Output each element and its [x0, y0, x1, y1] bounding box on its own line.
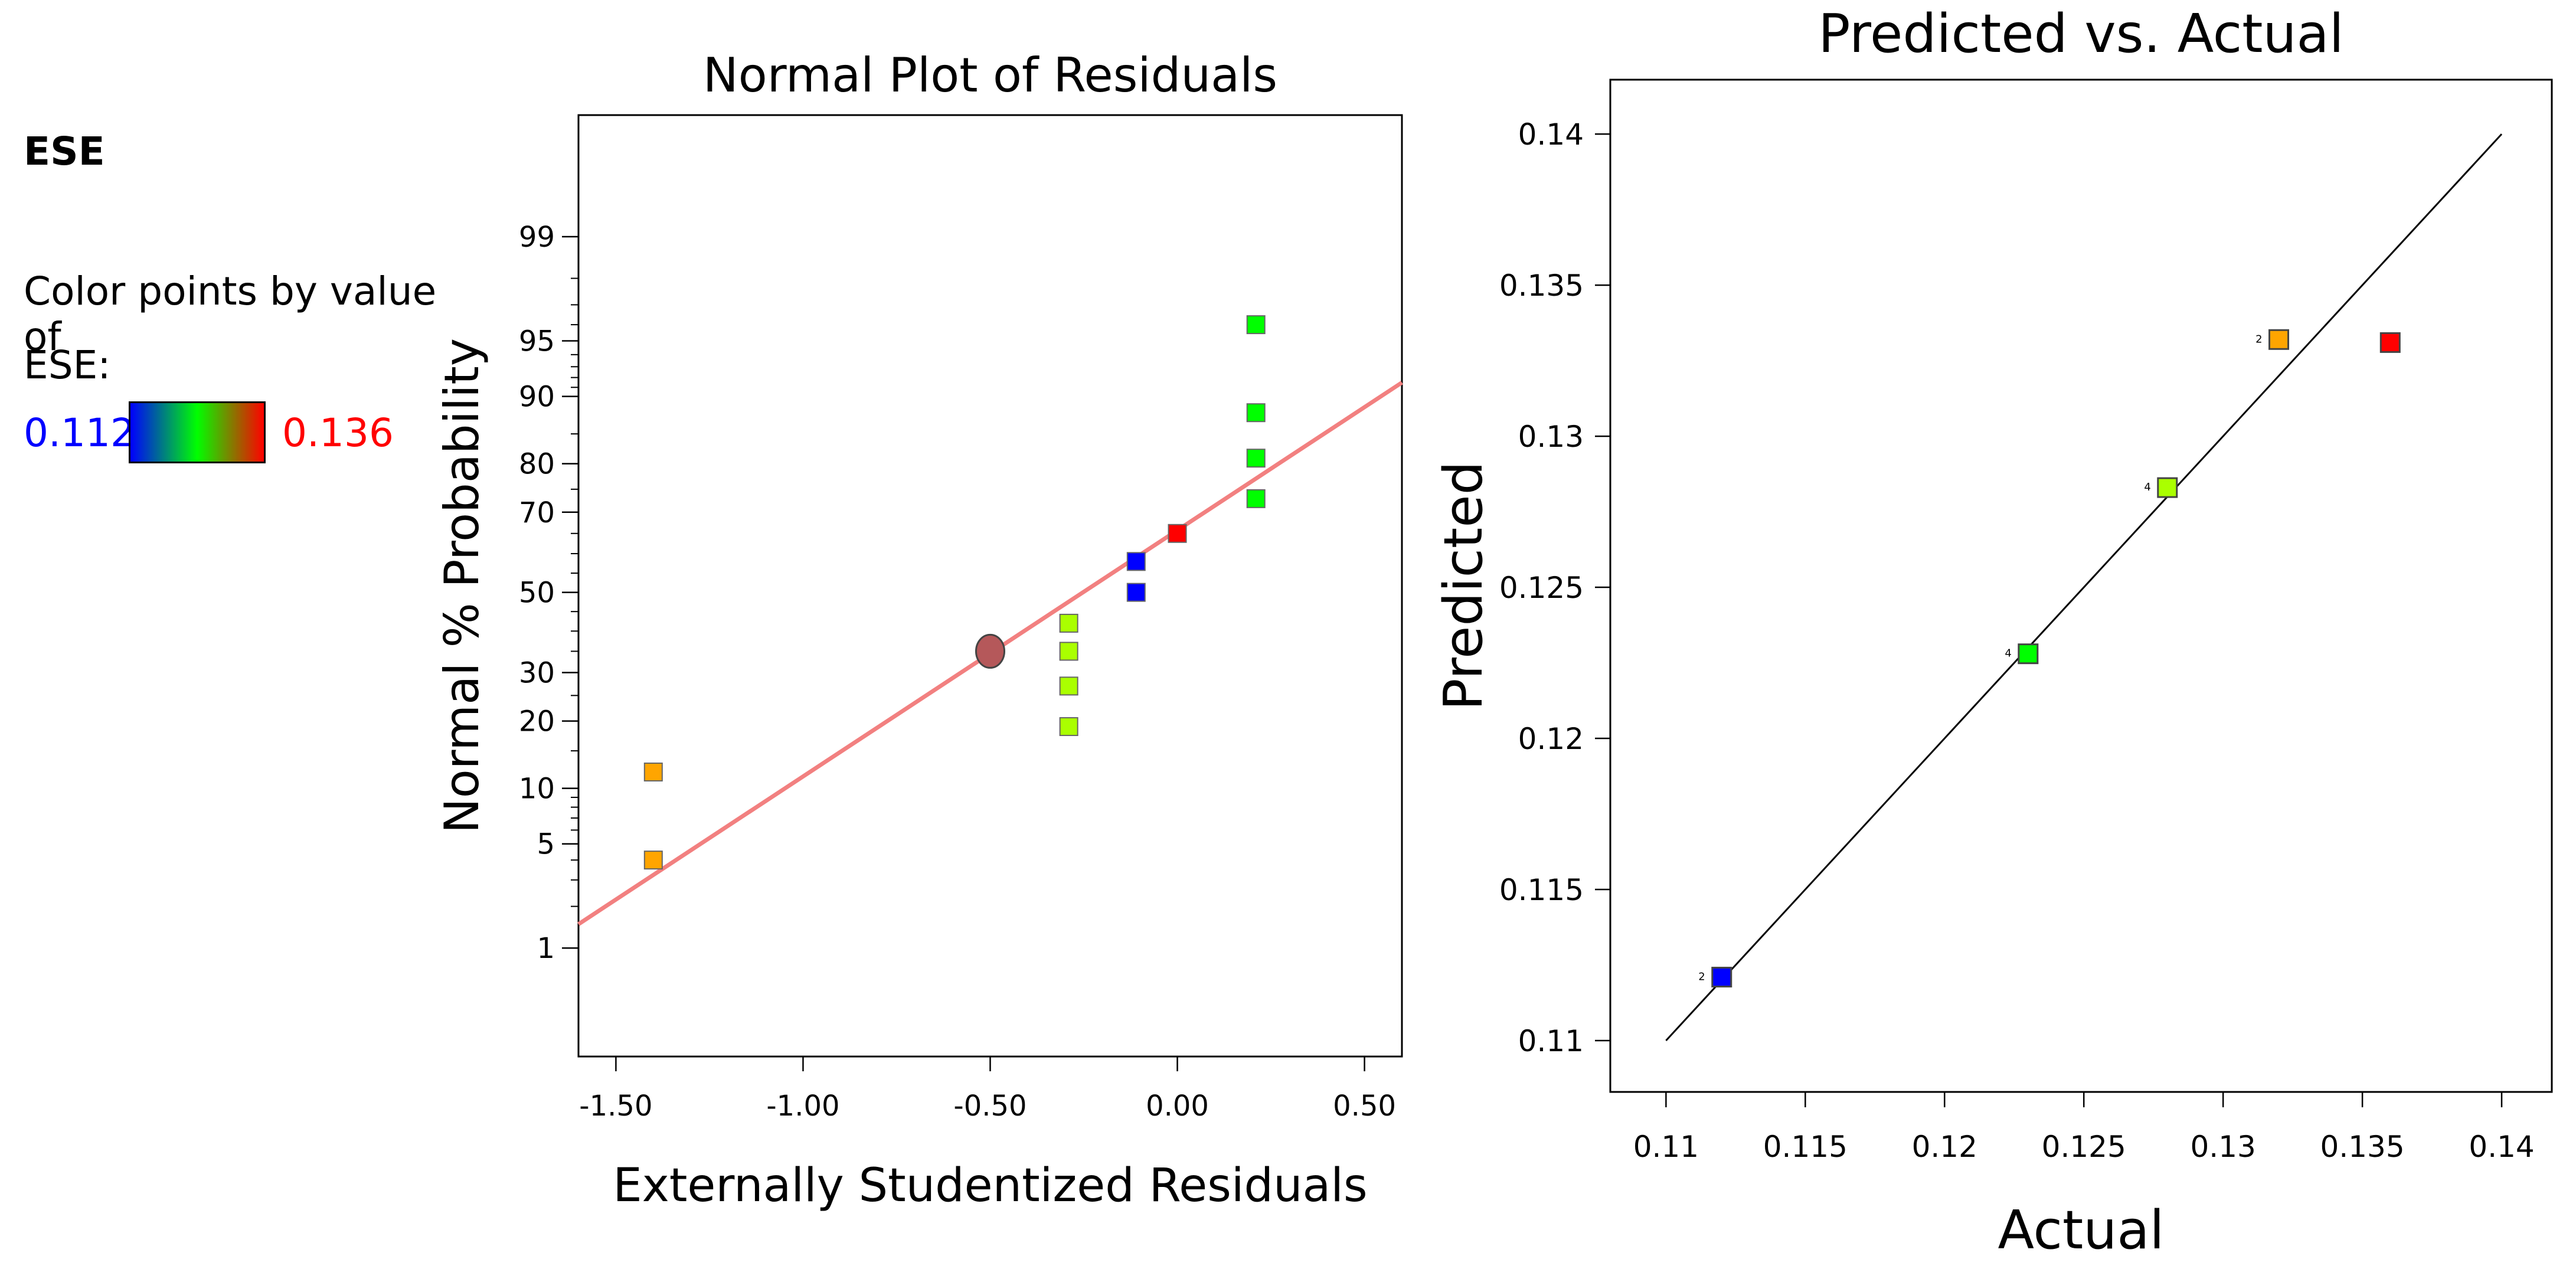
legend-caption-line1: Color points by value of: [24, 269, 437, 359]
chart1-data-point: [1059, 613, 1078, 633]
chart2-data-point: [2379, 332, 2401, 353]
chart2-point-count-label: 4: [2144, 481, 2150, 493]
chart1-y-tick-label: 10: [519, 773, 555, 806]
chart1-data-point: [1246, 489, 1266, 508]
chart1-data-point: [1126, 583, 1146, 602]
chart1-data-point: [1059, 676, 1078, 696]
chart1-data-point: [1059, 642, 1078, 661]
chart1-y-tick-label: 30: [519, 656, 555, 689]
chart2-y-tick-label: 0.115: [1499, 873, 1584, 907]
chart1-y-tick-label: 99: [519, 221, 555, 254]
chart1-y-tick-label: 1: [537, 932, 555, 965]
chart2-data-point: [1711, 966, 1732, 987]
legend-title: ESE: [24, 129, 105, 174]
color-legend-panel: ESE Color points by value of ESE: 0.112 …: [0, 0, 449, 531]
chart2-x-tick-label: 0.115: [1763, 1130, 1848, 1164]
chart2-x-tick-label: 0.14: [2469, 1130, 2534, 1164]
chart1-y-tick-label: 5: [537, 828, 555, 861]
chart2-x-tick-label: 0.12: [1912, 1130, 1977, 1164]
normal-plot-chart: Normal Plot of Residuals 1 5 10 20 30 50 70 80 90…: [434, 48, 1403, 1212]
chart1-y-axis-label: Normal % Probability: [434, 338, 489, 833]
chart2-y-tick-label: 0.135: [1499, 269, 1584, 303]
chart2-data-point: [2157, 477, 2178, 498]
chart2-reference-line: [1665, 133, 2503, 1041]
chart1-x-tick-label: -1.50: [579, 1090, 652, 1123]
chart1-y-tick-label: 20: [519, 705, 555, 738]
chart1-x-tick-label: -1.00: [766, 1090, 839, 1123]
chart2-x-tick-label: 0.135: [2320, 1130, 2405, 1164]
chart1-x-axis-label: Externally Studentized Residuals: [613, 1159, 1367, 1212]
chart2-point-count-label: 2: [1698, 970, 1705, 983]
legend-min-label: 0.112: [24, 410, 135, 456]
chart2-y-tick-label: 0.13: [1518, 420, 1584, 454]
chart1-data-point: [1246, 449, 1266, 468]
chart1-data-point: [1168, 524, 1187, 543]
chart2-point-count-label: 2: [2255, 333, 2262, 345]
chart1-y-tick-label: 70: [519, 496, 555, 529]
legend-caption-line2: ESE:: [24, 342, 111, 388]
chart2-y-tick-label: 0.14: [1518, 117, 1584, 152]
chart2-y-tick-label: 0.12: [1518, 722, 1584, 756]
chart2-data-point: [2268, 329, 2290, 350]
chart1-data-point: [1246, 403, 1266, 423]
chart2-plot-area: [1609, 79, 2553, 1093]
chart2-point-count-label: 4: [2005, 647, 2011, 660]
chart1-data-point: [1126, 552, 1146, 571]
predicted-vs-actual-chart: Predicted vs. Actual 0.11 0.115 0.12 0.125 0.…: [1433, 3, 2553, 1261]
chart1-data-point: [1059, 717, 1078, 737]
chart1-x-tick-label: 0.00: [1146, 1090, 1209, 1123]
chart2-x-tick-label: 0.125: [2042, 1130, 2126, 1164]
legend-color-gradient-bar: [129, 401, 266, 463]
chart1-x-tick-label: -0.50: [953, 1090, 1027, 1123]
chart2-data-point: [2018, 643, 2039, 665]
chart2-x-axis-label: Actual: [1998, 1199, 2165, 1261]
legend-max-label: 0.136: [282, 410, 394, 456]
chart1-data-point: [643, 851, 663, 870]
chart2-x-tick-label: 0.11: [1633, 1130, 1699, 1164]
chart1-data-point: [1246, 315, 1266, 335]
chart1-y-tick-label: 80: [519, 448, 555, 481]
chart1-y-tick-label: 95: [519, 325, 555, 358]
chart2-y-tick-label: 0.11: [1518, 1024, 1584, 1058]
chart1-y-tick-label: 90: [519, 381, 555, 414]
chart2-x-tick-label: 0.13: [2191, 1130, 2256, 1164]
chart1-highlight-point: [975, 633, 1005, 669]
chart1-x-tick-label: 0.50: [1333, 1090, 1396, 1123]
chart2-y-tick-label: 0.125: [1499, 571, 1584, 605]
chart1-data-point: [643, 762, 663, 781]
chart1-title: Normal Plot of Residuals: [703, 48, 1277, 103]
chart1-y-tick-label: 50: [519, 577, 555, 610]
chart2-title: Predicted vs. Actual: [1818, 3, 2343, 65]
chart1-plot-area: [577, 114, 1403, 1058]
chart2-y-axis-label: Predicted: [1433, 461, 1495, 711]
